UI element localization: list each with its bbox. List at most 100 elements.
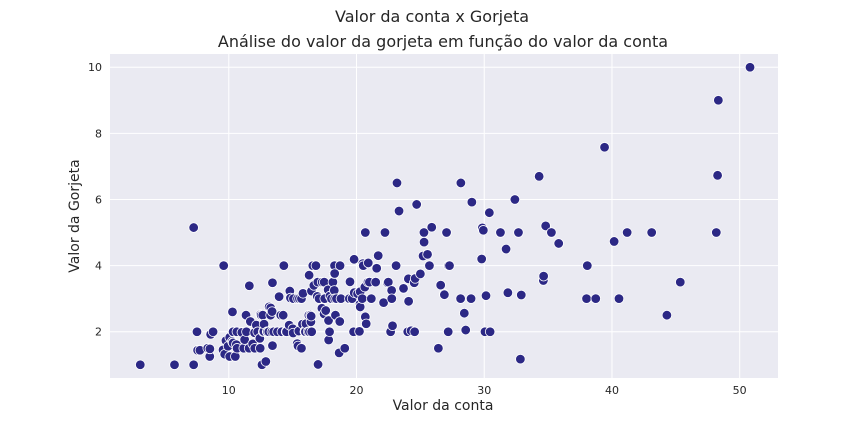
data-point xyxy=(273,291,285,302)
y-tick-label: 4 xyxy=(95,260,102,273)
data-point xyxy=(466,196,478,208)
data-point xyxy=(418,236,430,248)
data-point xyxy=(324,326,335,337)
data-point xyxy=(348,254,360,265)
data-point xyxy=(370,276,381,288)
y-axis-ticks: 2 4 6 8 10 xyxy=(88,61,102,338)
data-point xyxy=(357,293,368,304)
data-point xyxy=(391,177,403,189)
data-point xyxy=(590,293,601,304)
data-point xyxy=(533,171,545,182)
data-point xyxy=(188,222,199,233)
data-point xyxy=(582,260,593,271)
data-point xyxy=(516,289,527,301)
data-point xyxy=(387,320,398,331)
data-point xyxy=(484,207,495,218)
data-point xyxy=(390,260,402,271)
data-point xyxy=(135,359,146,370)
data-point xyxy=(465,293,477,304)
data-point xyxy=(361,318,372,329)
data-point xyxy=(455,177,467,189)
data-point xyxy=(613,293,625,304)
data-point xyxy=(538,270,549,282)
data-point xyxy=(439,289,450,300)
y-tick-label: 2 xyxy=(95,326,102,339)
data-point xyxy=(310,260,322,271)
y-axis-label: Valor da Gorjeta xyxy=(67,159,83,272)
data-point xyxy=(411,199,422,210)
data-point xyxy=(218,260,229,271)
data-point xyxy=(502,287,514,298)
data-point xyxy=(478,225,489,236)
data-point xyxy=(476,253,487,265)
data-points xyxy=(135,62,756,370)
data-point xyxy=(386,293,397,304)
data-point xyxy=(305,310,317,322)
data-point xyxy=(661,309,673,321)
y-tick-label: 6 xyxy=(95,193,102,206)
data-point xyxy=(403,296,414,307)
chart-title: Análise do valor da gorjeta em função do… xyxy=(218,32,668,51)
data-point xyxy=(646,227,657,238)
y-tick-label: 8 xyxy=(95,127,102,140)
data-point xyxy=(415,268,426,280)
data-point xyxy=(513,227,524,238)
data-point xyxy=(363,257,374,269)
data-point xyxy=(455,293,466,304)
data-point xyxy=(312,359,324,370)
data-point xyxy=(712,170,723,181)
data-point xyxy=(371,263,382,274)
plot-area xyxy=(110,54,778,378)
data-point xyxy=(373,250,384,261)
x-tick-label: 20 xyxy=(350,384,364,397)
data-point xyxy=(553,238,564,249)
data-point xyxy=(303,269,315,281)
data-point xyxy=(426,222,437,233)
data-point xyxy=(441,227,452,238)
data-point xyxy=(267,277,278,288)
data-point xyxy=(334,316,345,327)
data-point xyxy=(339,343,350,354)
data-point xyxy=(393,205,405,217)
data-point xyxy=(515,353,526,365)
data-point xyxy=(713,95,724,106)
data-point xyxy=(711,227,722,238)
data-point xyxy=(444,260,455,271)
data-point xyxy=(204,343,216,355)
data-point xyxy=(500,243,512,255)
data-point xyxy=(207,326,219,337)
data-point xyxy=(409,326,420,337)
data-point xyxy=(260,356,272,367)
y-tick-label: 10 xyxy=(88,61,102,74)
data-point xyxy=(334,260,346,271)
data-point xyxy=(323,315,334,326)
data-point xyxy=(191,326,203,337)
x-axis-ticks: 10 20 30 40 50 xyxy=(222,384,747,397)
data-point xyxy=(675,276,686,288)
data-point xyxy=(306,326,317,337)
data-point xyxy=(581,293,592,304)
data-point xyxy=(188,359,199,370)
data-point xyxy=(296,343,307,354)
x-tick-label: 10 xyxy=(222,384,236,397)
data-point xyxy=(266,306,278,317)
x-tick-label: 30 xyxy=(477,384,491,397)
data-point xyxy=(354,326,365,337)
chart-suptitle: Valor da conta x Gorjeta xyxy=(335,7,529,26)
data-point xyxy=(267,340,278,351)
x-axis-label: Valor da conta xyxy=(393,398,494,414)
data-point xyxy=(360,227,371,238)
data-point xyxy=(344,276,356,287)
data-point xyxy=(320,305,331,316)
data-point xyxy=(244,280,255,291)
data-point xyxy=(608,236,620,247)
data-point xyxy=(484,326,496,337)
data-point xyxy=(459,308,470,319)
data-point xyxy=(329,268,340,279)
data-point xyxy=(278,260,290,271)
data-point xyxy=(398,283,409,294)
data-point xyxy=(422,249,433,260)
data-point xyxy=(227,306,238,318)
data-point xyxy=(378,297,389,308)
